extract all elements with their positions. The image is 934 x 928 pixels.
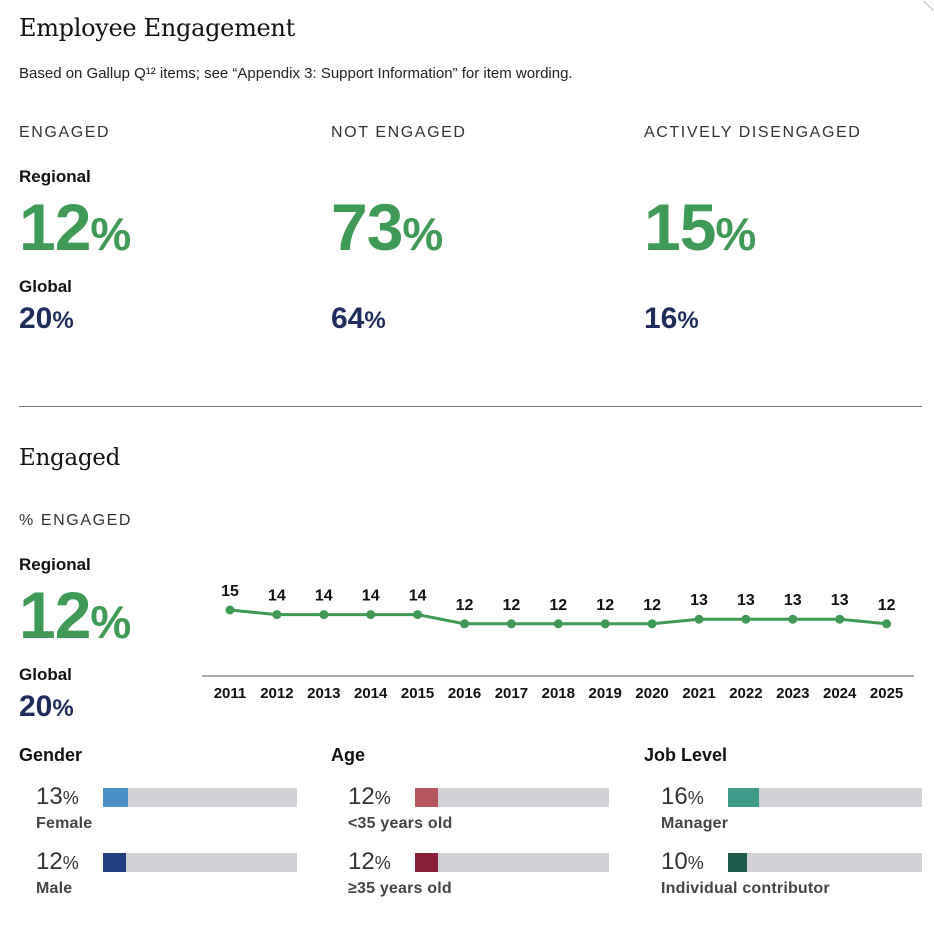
x-tick-label: 2021 [682,685,715,702]
summary-label-actively-disengaged: ACTIVELY DISENGAGED [644,124,862,141]
breakdown-value: 12% [36,848,79,875]
breakdown-bar-track [103,853,297,872]
x-tick-label: 2024 [823,685,857,702]
engaged-section-title: Engaged [19,445,120,471]
breakdown-bar-track [415,853,609,872]
engaged-regional-value: 12% [19,578,131,652]
breakdown-value: 13% [36,783,79,810]
data-label: 12 [643,597,661,614]
breakdown-bar-track [103,788,297,807]
breakdown-value: 12% [348,848,391,875]
data-point [835,614,845,624]
data-point [882,619,892,629]
data-point [366,610,376,620]
data-label: 12 [456,597,474,614]
breakdown-category-label: ≥35 years old [348,880,452,897]
x-tick-label: 2022 [729,685,762,702]
breakdown-category-label: Individual contributor [661,880,830,897]
regional-engaged-value: 12% [19,190,131,264]
x-tick-label: 2015 [401,685,434,702]
x-tick-label: 2025 [870,685,903,702]
global-label: Global [19,277,72,296]
breakdown-heading: Gender [19,745,83,765]
data-point [272,610,282,620]
data-label: 13 [690,592,708,609]
breakdown-bar-fill [103,853,126,872]
summary-label-engaged: ENGAGED [19,124,111,141]
page-title: Employee Engagement [19,14,295,42]
x-tick-label: 2023 [776,685,809,702]
data-point [647,619,657,629]
x-tick-label: 2012 [260,685,293,702]
page-subtitle: Based on Gallup Q¹² items; see “Appendix… [19,65,573,82]
breakdown-category-label: <35 years old [348,815,453,832]
data-point [460,619,469,629]
section-divider [19,406,922,407]
data-label: 14 [409,588,427,605]
data-point [225,605,235,615]
x-tick-label: 2013 [307,685,340,702]
regional-label: Regional [19,167,91,186]
breakdown-bar-track [728,788,922,807]
engaged-metric-label: % ENGAGED [19,512,133,529]
breakdown-bar-fill [103,788,128,807]
x-tick-label: 2016 [448,685,481,702]
x-tick-label: 2011 [214,685,247,702]
breakdown-bar-track [415,788,609,807]
data-label: 14 [268,588,286,605]
x-tick-label: 2014 [354,685,388,702]
data-label: 12 [878,597,896,614]
data-point [553,619,563,629]
x-tick-label: 2017 [495,685,528,702]
data-label: 13 [737,592,755,609]
engaged-global-value: 20% [19,690,74,723]
regional-not-engaged-value: 73% [331,190,443,264]
engaged-global-label: Global [19,665,72,684]
x-tick-label: 2019 [589,685,622,702]
data-label: 12 [503,597,521,614]
data-point [319,610,329,620]
data-point [741,614,751,624]
engaged-trend-chart: 15 2011 14 2012 14 2013 14 2014 14 2015 12 2016 12 20… [202,583,914,702]
breakdown-bar-fill [728,788,759,807]
breakdown-category-label: Female [36,815,93,832]
breakdown-value: 16% [661,783,704,810]
global-actively-disengaged-value: 16% [644,302,699,335]
breakdown-category-label: Manager [661,815,729,832]
breakdown-value: 12% [348,783,391,810]
breakdown-bar-track [728,853,922,872]
data-label: 15 [221,583,239,600]
data-label: 13 [831,592,849,609]
breakdown-bar-fill [415,788,438,807]
breakdown-heading: Job Level [644,745,728,765]
breakdown-bar-fill [728,853,747,872]
summary-label-not-engaged: NOT ENGAGED [331,124,467,141]
data-point [694,614,704,624]
data-point [413,610,423,620]
breakdown-category-label: Male [36,880,73,897]
engaged-regional-label: Regional [19,555,91,574]
data-label: 14 [362,588,380,605]
global-engaged-value: 20% [19,302,74,335]
data-label: 12 [596,597,614,614]
global-not-engaged-value: 64% [331,302,386,335]
breakdown-heading: Age [331,745,366,765]
data-point [506,619,516,629]
page-corner-mark [923,0,934,11]
x-tick-label: 2020 [635,685,668,702]
data-point [600,619,610,629]
x-tick-label: 2018 [542,685,575,702]
data-point [788,614,798,624]
regional-actively-disengaged-value: 15% [644,190,756,264]
breakdown-bar-fill [415,853,438,872]
breakdown-value: 10% [661,848,704,875]
data-label: 12 [549,597,567,614]
data-label: 14 [315,588,333,605]
data-label: 13 [784,592,802,609]
